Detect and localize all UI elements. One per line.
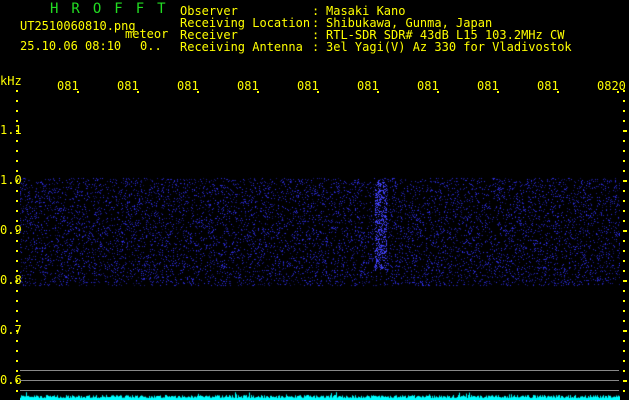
y-tick-label: 0.8 xyxy=(0,274,22,286)
x-tick-label: 0811 xyxy=(57,79,79,93)
y-tick xyxy=(623,230,627,232)
x-tick-label: 0813 xyxy=(177,79,199,93)
y-tick xyxy=(623,290,625,292)
y-tick xyxy=(16,300,18,302)
y-tick xyxy=(623,240,625,242)
y-tick xyxy=(623,360,625,362)
x-tick xyxy=(617,91,619,93)
y-tick xyxy=(16,270,18,272)
y-tick xyxy=(623,110,625,112)
y-tick xyxy=(16,310,18,312)
y-tick xyxy=(623,320,625,322)
y-tick xyxy=(623,260,625,262)
x-tick xyxy=(377,91,379,93)
y-tick xyxy=(623,200,625,202)
y-tick-label: 1.1 xyxy=(0,124,22,136)
y-tick xyxy=(16,290,18,292)
y-tick xyxy=(623,270,625,272)
x-tick-label: 0812 xyxy=(117,79,139,93)
y-tick xyxy=(16,280,18,282)
y-unit: kHz xyxy=(0,75,22,87)
y-tick xyxy=(623,380,627,382)
y-tick-label: 1.0 xyxy=(0,174,22,186)
y-tick xyxy=(16,170,18,172)
x-tick-label: 0817 xyxy=(417,79,439,93)
y-tick xyxy=(623,90,625,92)
y-tick xyxy=(16,140,18,142)
y-tick xyxy=(16,150,18,152)
y-tick xyxy=(16,380,18,382)
y-tick xyxy=(623,100,625,102)
info-label: Receiving Antenna xyxy=(180,41,303,53)
y-tick xyxy=(16,250,18,252)
filename: UT2510060810.png xyxy=(20,20,136,32)
y-tick xyxy=(623,130,627,132)
y-tick xyxy=(623,300,625,302)
y-tick xyxy=(16,100,18,102)
x-tick xyxy=(437,91,439,93)
y-tick xyxy=(623,160,625,162)
y-tick xyxy=(623,140,625,142)
y-tick xyxy=(16,340,18,342)
y-tick-label: 0.9 xyxy=(0,224,22,236)
grid-line xyxy=(20,370,619,371)
y-tick xyxy=(623,340,625,342)
y-tick xyxy=(16,360,18,362)
y-tick xyxy=(16,220,18,222)
x-tick-label: 0814 xyxy=(237,79,259,93)
y-tick xyxy=(16,190,18,192)
y-tick xyxy=(623,390,625,392)
y-tick xyxy=(623,150,625,152)
y-tick xyxy=(623,170,625,172)
y-tick xyxy=(623,330,627,332)
y-tick xyxy=(16,330,18,332)
y-tick xyxy=(16,130,18,132)
y-tick xyxy=(623,180,627,182)
y-tick-label: 0.6 xyxy=(0,374,22,386)
info-value: 3el Yagi(V) Az 330 for Vladivostok xyxy=(326,41,572,53)
x-tick-label: 0816 xyxy=(357,79,379,93)
y-tick xyxy=(623,220,625,222)
y-tick xyxy=(623,310,625,312)
x-tick-label: 0818 xyxy=(477,79,499,93)
x-tick xyxy=(557,91,559,93)
y-tick xyxy=(16,200,18,202)
x-tick xyxy=(257,91,259,93)
x-tick xyxy=(317,91,319,93)
x-tick-label: 0815 xyxy=(297,79,319,93)
y-tick xyxy=(16,240,18,242)
y-tick xyxy=(16,210,18,212)
y-tick xyxy=(16,230,18,232)
grid-line xyxy=(20,380,619,381)
y-tick xyxy=(16,120,18,122)
y-tick-label: 0.7 xyxy=(0,324,22,336)
y-tick xyxy=(623,190,625,192)
y-tick xyxy=(623,280,627,282)
y-tick xyxy=(623,250,625,252)
y-tick xyxy=(623,350,625,352)
y-tick xyxy=(16,90,18,92)
x-tick xyxy=(77,91,79,93)
signal-level-trace xyxy=(20,390,620,400)
x-tick xyxy=(197,91,199,93)
y-tick xyxy=(623,120,625,122)
y-tick xyxy=(16,260,18,262)
y-tick xyxy=(623,370,625,372)
datetime: 25.10.06 08:10 xyxy=(20,40,121,52)
x-tick xyxy=(497,91,499,93)
app-title: HROFFT xyxy=(50,3,179,15)
y-tick xyxy=(16,370,18,372)
x-tick-label: 0819 xyxy=(537,79,559,93)
info-colon: : xyxy=(312,41,319,53)
y-tick xyxy=(16,350,18,352)
waterfall-spectrogram xyxy=(20,95,620,395)
count: 0.. xyxy=(140,40,162,52)
y-tick xyxy=(16,160,18,162)
y-tick xyxy=(16,110,18,112)
y-tick xyxy=(16,320,18,322)
y-tick xyxy=(623,210,625,212)
y-tick xyxy=(16,390,18,392)
x-tick xyxy=(137,91,139,93)
y-tick xyxy=(16,180,18,182)
